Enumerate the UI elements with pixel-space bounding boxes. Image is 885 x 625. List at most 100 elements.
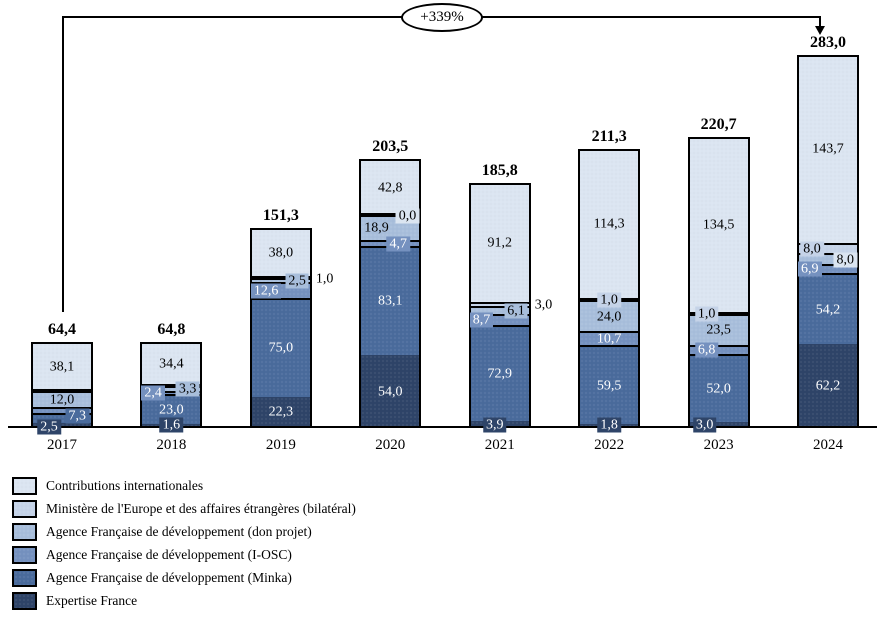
total-label-2020: 203,5 (372, 138, 409, 156)
value-label-2024-s5: 143,7 (812, 141, 844, 157)
value-label-2021-s5: 91,2 (487, 235, 512, 251)
segment-2021-s2 (470, 313, 529, 326)
segment-2019-s0 (251, 396, 310, 426)
segment-2019-s4 (251, 276, 310, 279)
legend-item-2: Agence Française de développement (don p… (12, 522, 356, 541)
segment-2019-s1 (251, 298, 310, 397)
legend-label: Agence Française de développement (I-OSC… (46, 547, 292, 562)
segment-2019-s5 (251, 230, 310, 277)
total-label-2024: 283,0 (810, 33, 846, 51)
x-axis-line (8, 426, 877, 428)
value-label-2022-s0: 1,8 (597, 417, 621, 433)
segment-2022-s5 (580, 151, 639, 298)
value-label-2020-s0: 54,0 (378, 384, 403, 399)
category-label-2023: 2023 (703, 437, 734, 453)
value-label-2023-s2: 6,8 (694, 342, 719, 358)
bar-2023 (687, 136, 750, 428)
segment-2019-s3 (251, 278, 310, 282)
legend-swatch-icon (12, 568, 37, 587)
segment-2024-s5 (799, 56, 857, 243)
segment-2017-s4 (33, 389, 91, 392)
value-label-2019-s2: 12,6 (250, 283, 282, 299)
value-label-2022-s5: 114,3 (593, 216, 625, 232)
bracket-left-line (62, 16, 64, 312)
total-label-2017: 64,4 (48, 321, 76, 339)
value-label-2019-s1: 75,0 (268, 340, 294, 356)
segment-2024-s3 (799, 253, 857, 264)
segment-2017-s2 (33, 407, 91, 414)
category-label-2021: 2021 (484, 437, 515, 453)
segment-2018-s3 (142, 386, 201, 391)
segment-2023-s5 (689, 138, 748, 312)
segment-2017-s1 (33, 413, 91, 423)
value-label-2018-s5: 34,4 (159, 356, 184, 372)
bar-2020 (359, 159, 422, 428)
bar-2018 (140, 341, 203, 428)
value-label-2022-s3: 24,0 (596, 309, 622, 325)
legend: Contributions internationales Ministère d… (12, 476, 356, 614)
value-label-2021-s1: 72,9 (487, 366, 512, 382)
total-label-2021: 185,8 (481, 161, 518, 179)
legend-label: Agence Française de développement (don p… (46, 524, 312, 539)
segment-2023-s2 (689, 344, 748, 354)
segment-2024-s2 (799, 263, 857, 273)
segment-2021-s1 (470, 325, 529, 421)
value-label-2023-s3: 23,5 (706, 322, 731, 338)
value-label-2024-s3: 8,0 (833, 252, 857, 268)
growth-badge: +339% (401, 3, 483, 32)
value-label-2017-s0: 2,5 (37, 419, 61, 435)
total-label-2019: 151,3 (262, 207, 299, 225)
legend-item-4: Agence Française de développement (Minka… (12, 568, 356, 587)
segment-2023-s0 (689, 422, 748, 426)
legend-label: Contributions internationales (46, 478, 204, 493)
legend-label: Ministère de l'Europe et des affaires ét… (46, 501, 356, 516)
value-label-2022-s2: 10,7 (596, 331, 622, 347)
segment-2021-s5 (470, 184, 529, 302)
segment-2020-s4 (361, 212, 420, 215)
value-label-2023-s5: 134,5 (702, 217, 735, 233)
category-label-2022: 2022 (594, 437, 625, 453)
category-label-2018: 2018 (156, 437, 187, 453)
bracket-arrowhead-icon (815, 26, 825, 35)
segment-2018-s5 (142, 343, 201, 385)
segment-2018-s2 (142, 390, 201, 394)
total-label-2023: 220,7 (700, 115, 737, 133)
value-label-2020-s1: 83,1 (378, 293, 403, 309)
segment-2020-s1 (361, 245, 420, 356)
segment-2021-s3 (470, 305, 529, 314)
value-label-2018-s2: 2,4 (141, 385, 165, 401)
legend-swatch-icon (12, 499, 37, 518)
segment-2022-s2 (580, 331, 639, 346)
bracket-right-line (819, 16, 821, 27)
value-label-2024-s0: 62,2 (815, 378, 841, 394)
category-label-2019: 2019 (265, 437, 296, 453)
value-label-2021-s3: 6,1 (504, 303, 528, 319)
legend-item-5: Expertise France (12, 591, 356, 610)
value-label-2024-s2: 6,9 (798, 261, 822, 277)
segment-2017-s3 (33, 391, 91, 408)
segment-2021-s4 (470, 301, 529, 306)
category-label-2017: 2017 (47, 437, 77, 453)
value-label-2022-s1: 59,5 (596, 378, 622, 394)
value-label-2020-s4: 0,0 (395, 208, 420, 224)
value-label-2017-s1: 7,3 (65, 408, 89, 424)
segment-2024-s0 (799, 344, 857, 426)
value-label-2018-s0: 1,6 (159, 417, 184, 433)
value-label-2019-s5: 38,0 (268, 245, 294, 261)
segment-2022-s1 (580, 345, 639, 424)
legend-swatch-icon (12, 591, 37, 610)
value-label-2018-s3: 3,3 (175, 381, 200, 397)
value-label-2019-s3: 2,5 (285, 273, 309, 289)
legend-label: Expertise France (46, 593, 138, 608)
total-label-2018: 64,8 (157, 320, 186, 338)
legend-swatch-icon (12, 545, 37, 564)
segment-2020-s5 (361, 161, 420, 213)
value-label-2019-s0: 22,3 (268, 404, 294, 420)
value-label-2019-s4: 1,0 (315, 271, 334, 287)
legend-item-0: Contributions internationales (12, 476, 356, 495)
segment-2020-s0 (361, 355, 420, 426)
value-label-2023-s1: 52,0 (706, 381, 731, 397)
segment-2023-s4 (689, 311, 748, 314)
segment-2023-s1 (689, 353, 748, 423)
